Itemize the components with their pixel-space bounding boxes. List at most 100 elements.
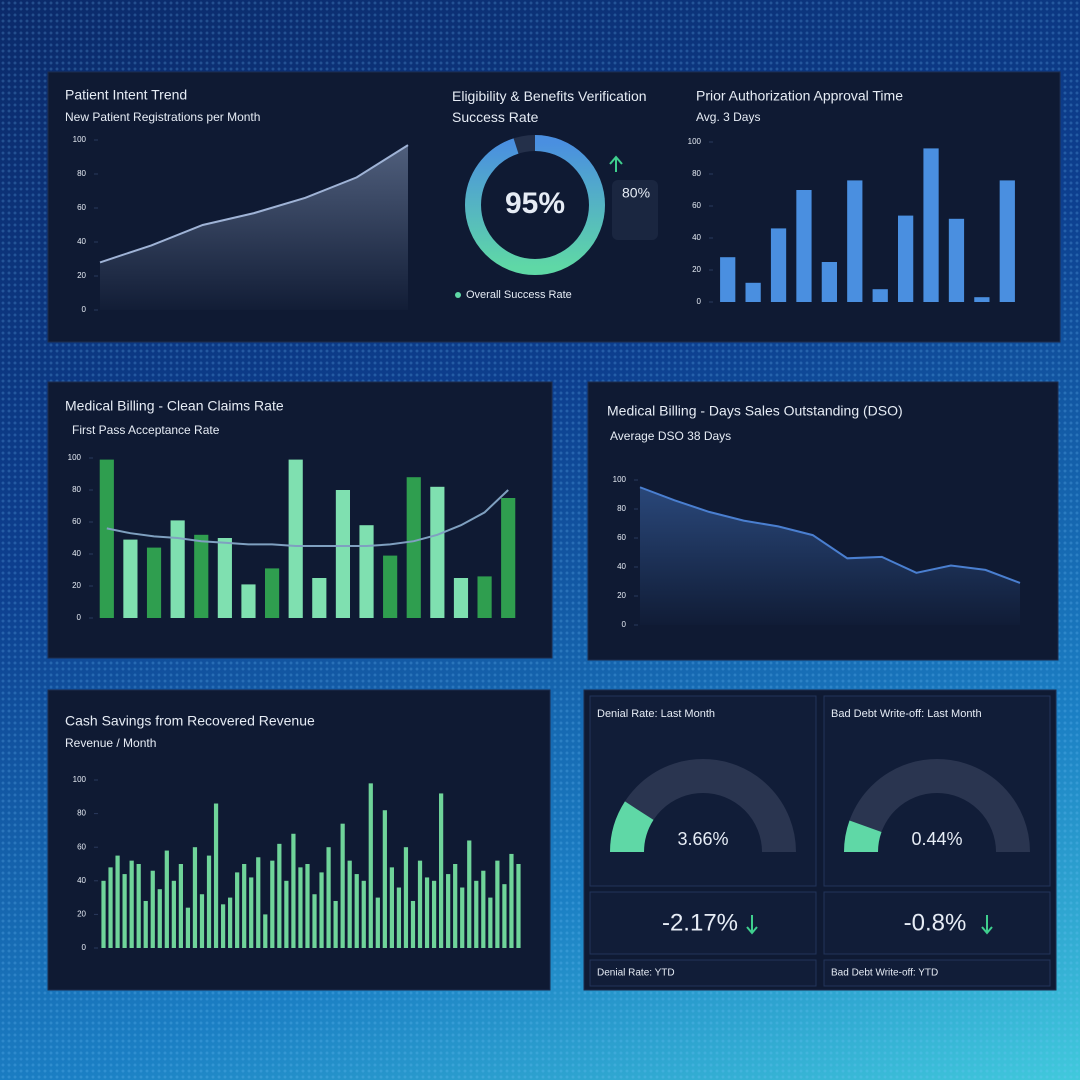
line — [106, 489, 509, 547]
change-value: -2.17% — [662, 909, 738, 936]
bar — [213, 803, 219, 948]
y-tick-label: 40 — [77, 876, 86, 885]
bar — [347, 860, 352, 948]
footer-label: Denial Rate: YTD — [597, 968, 675, 979]
y-tick-label: 40 — [72, 549, 81, 558]
y-tick-label: 20 — [72, 581, 81, 590]
bar — [235, 872, 240, 948]
bar — [115, 855, 120, 948]
bar — [340, 823, 345, 948]
bar — [460, 887, 465, 948]
bar — [948, 218, 965, 302]
cell — [589, 959, 817, 987]
y-tick-label: 100 — [68, 453, 82, 462]
cell — [589, 891, 817, 955]
bar — [170, 520, 185, 618]
bar — [453, 864, 458, 948]
bar — [143, 900, 148, 948]
legend-dot — [455, 292, 461, 298]
chart-subtitle: Avg. 3 Days — [696, 110, 760, 124]
bar — [265, 568, 280, 618]
bar — [146, 547, 162, 618]
bar — [354, 874, 359, 948]
chart-title: Patient Intent Trend — [65, 87, 187, 103]
down-arrow — [746, 915, 758, 935]
bar — [396, 887, 402, 948]
gauge-label: 3.66% — [677, 829, 728, 849]
y-tick-label: 0 — [622, 620, 627, 629]
y-tick-label: 40 — [617, 562, 626, 571]
bar — [217, 538, 232, 618]
bar — [488, 897, 493, 948]
bar — [206, 855, 212, 948]
bar — [335, 490, 350, 618]
y-tick-label: 80 — [77, 169, 86, 178]
chart-subtitle: Average DSO 38 Days — [610, 429, 731, 443]
bar — [477, 576, 492, 618]
bar — [495, 860, 500, 948]
bar — [509, 853, 514, 948]
bar — [821, 262, 837, 302]
chart-title: Medical Billing - Days Sales Outstanding… — [607, 403, 903, 419]
bar — [228, 897, 233, 948]
bar — [333, 900, 338, 948]
bar — [516, 864, 521, 948]
down-arrow — [981, 915, 993, 935]
bar — [361, 880, 366, 948]
bar — [501, 498, 516, 618]
bar — [305, 864, 310, 948]
chart-subtitle: First Pass Acceptance Rate — [72, 423, 220, 437]
bar — [389, 867, 394, 948]
chart-title: Eligibility & Benefits Verification Succ… — [452, 88, 650, 125]
area-fill — [100, 145, 408, 310]
y-tick-label: 80 — [77, 809, 86, 818]
bar — [770, 228, 787, 302]
y-tick-label: 100 — [613, 475, 627, 484]
bar — [178, 864, 183, 948]
bar — [720, 257, 736, 302]
chart-subtitle: New Patient Registrations per Month — [65, 110, 260, 124]
bar — [277, 843, 282, 948]
bar — [136, 864, 141, 948]
y-tick-label: 20 — [77, 910, 86, 919]
y-tick-label: 100 — [73, 775, 87, 784]
cell — [823, 891, 1051, 955]
bar — [431, 880, 437, 948]
bar — [194, 534, 209, 618]
y-tick-label: 80 — [692, 169, 701, 178]
bar — [242, 864, 247, 948]
bar — [796, 190, 812, 302]
bar — [481, 870, 486, 948]
y-tick-label: 20 — [77, 271, 86, 280]
up-arrow — [609, 155, 623, 172]
bar — [122, 874, 127, 948]
bar — [359, 525, 374, 618]
bar — [284, 880, 289, 948]
donut-value: 95% — [505, 187, 565, 220]
gauge-label: 0.44% — [911, 829, 962, 849]
bar — [319, 872, 324, 948]
bar — [150, 870, 155, 948]
y-tick-label: 20 — [617, 591, 626, 600]
bar — [446, 874, 451, 948]
bar — [382, 810, 387, 948]
y-tick-label: 0 — [697, 297, 702, 306]
y-tick-label: 0 — [82, 305, 87, 314]
chart-title: Denial Rate: Last Month — [597, 708, 715, 720]
area-fill — [640, 487, 1020, 625]
change-value: 80% — [622, 185, 650, 201]
bar — [417, 860, 423, 948]
chart-title: Medical Billing - Clean Claims Rate — [65, 398, 284, 414]
bar — [256, 857, 261, 948]
y-tick-label: 60 — [77, 203, 86, 212]
bar — [312, 894, 317, 948]
y-tick-label: 40 — [692, 233, 701, 242]
y-tick-label: 60 — [72, 517, 81, 526]
bar — [220, 904, 226, 948]
bar — [872, 289, 888, 302]
y-tick-label: 80 — [72, 485, 81, 494]
bar — [249, 877, 254, 948]
bar — [474, 880, 479, 948]
change-box — [612, 180, 658, 240]
